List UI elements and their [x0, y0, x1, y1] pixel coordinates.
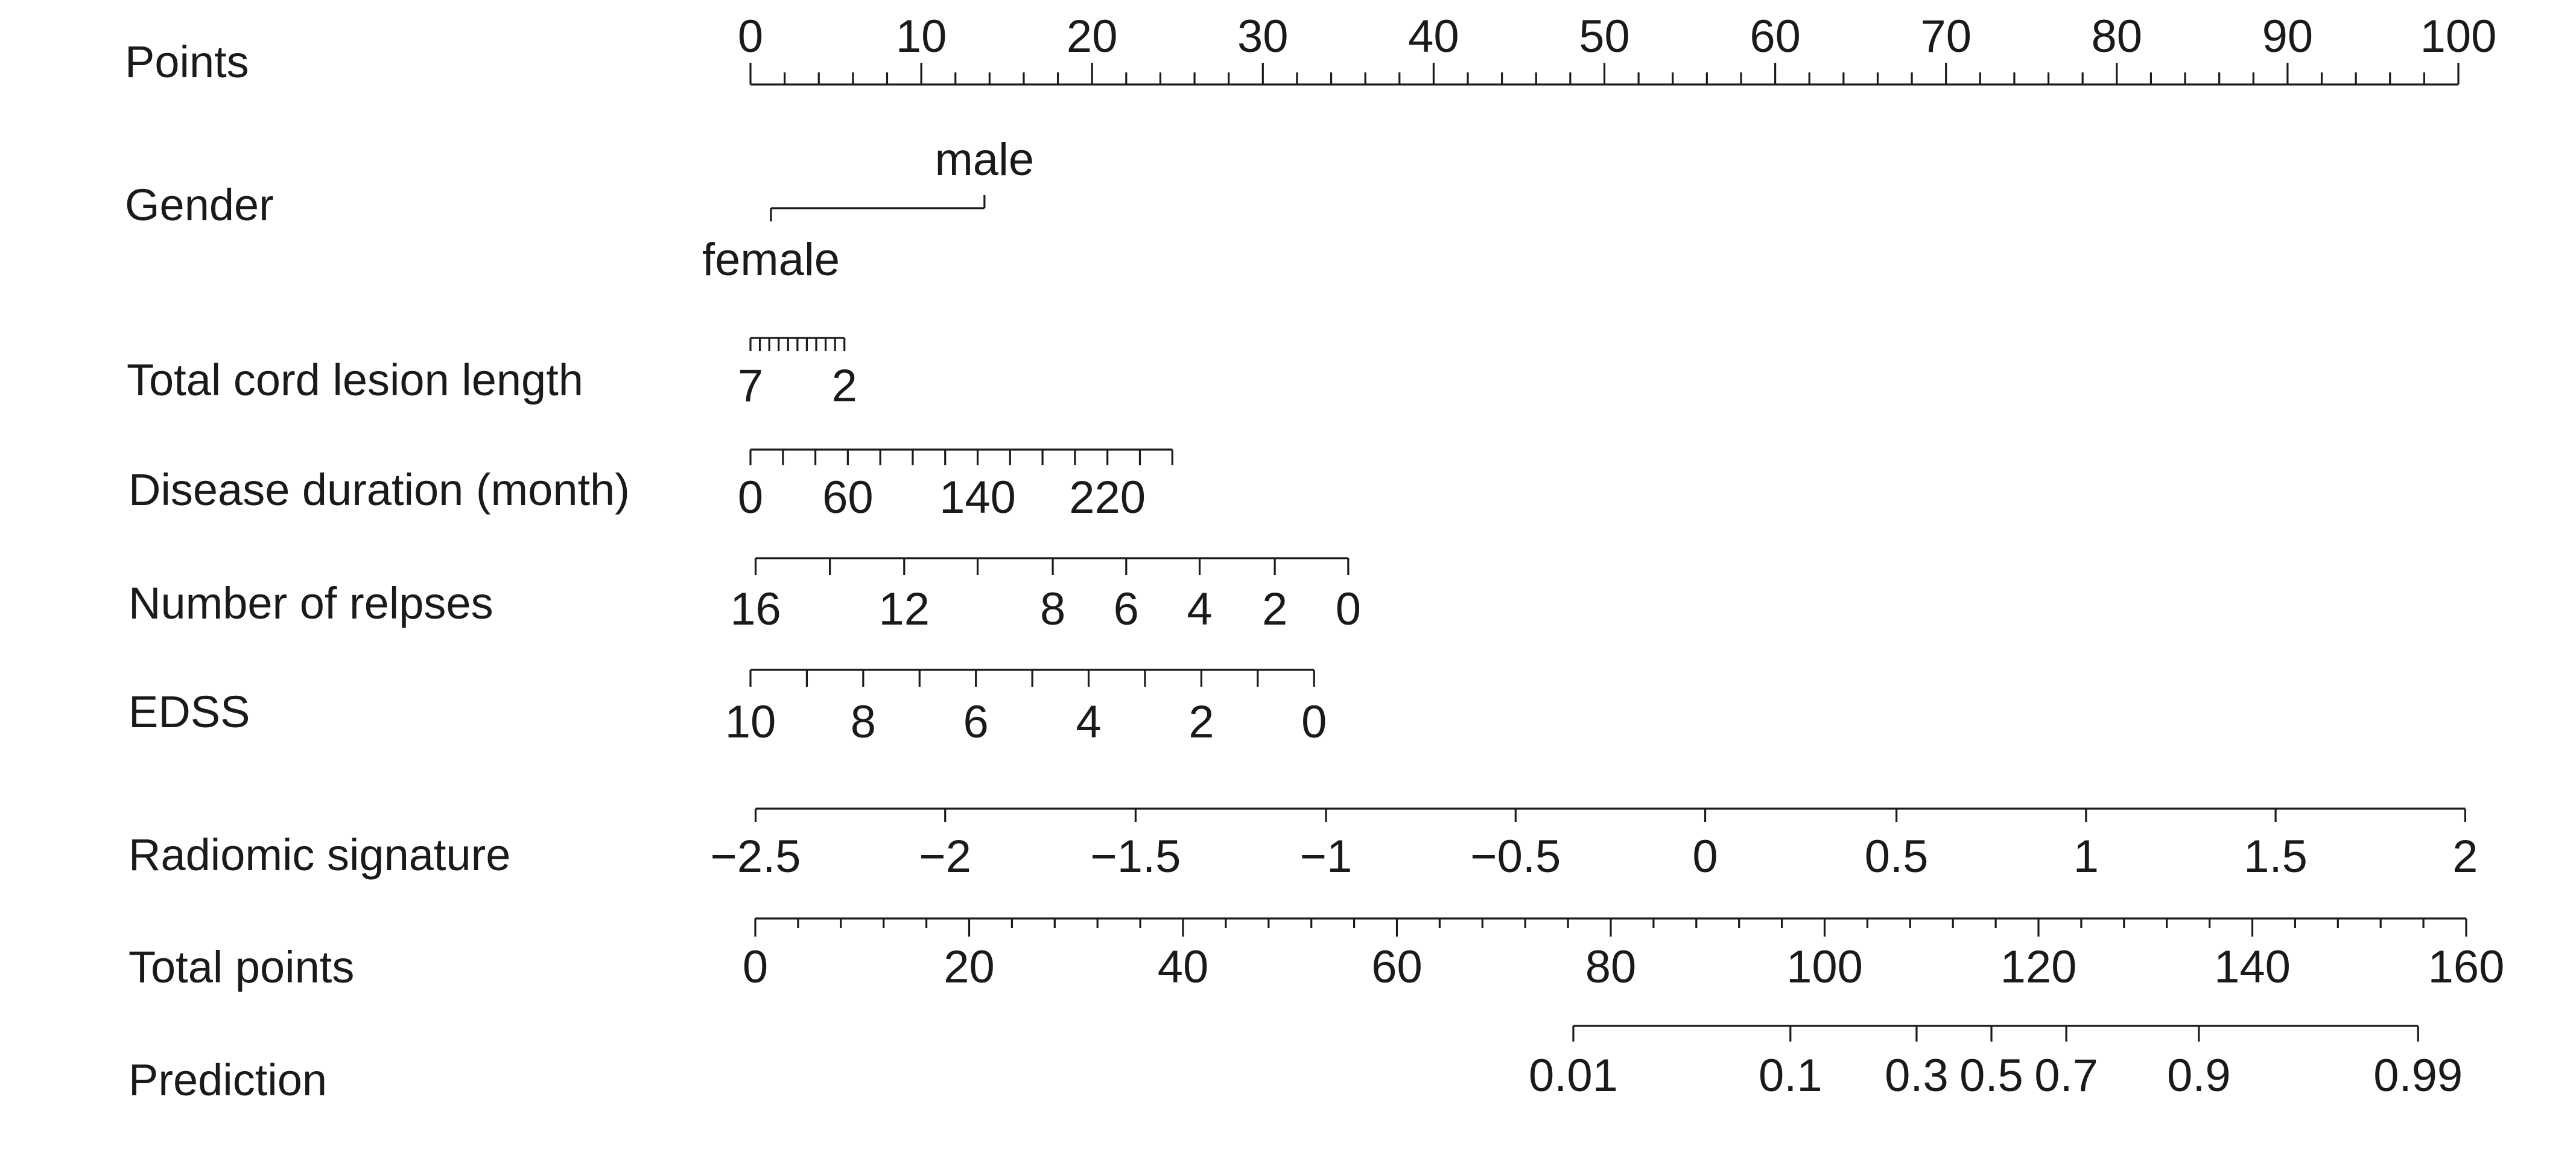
radiomic-tick-label: −1: [1300, 831, 1353, 882]
points-tick-label: 30: [1237, 11, 1289, 62]
label-disease-duration: Disease duration (month): [128, 465, 630, 515]
label-points: Points: [125, 37, 249, 87]
edss-tick-label: 8: [851, 696, 876, 748]
radiomic-tick-label: −2.5: [710, 831, 801, 882]
relapses-tick-label: 6: [1114, 584, 1139, 635]
relapses-tick-label: 2: [1262, 584, 1287, 635]
radiomic-tick-label: 0: [1692, 831, 1718, 882]
disease-duration-tick-label: 0: [738, 472, 763, 523]
radiomic-tick-label: 0.5: [1865, 831, 1929, 882]
total-points-tick-label: 40: [1158, 941, 1209, 993]
radiomic-tick-label: −0.5: [1470, 831, 1561, 882]
edss-tick-label: 0: [1301, 696, 1327, 748]
points-tick-label: 90: [2262, 11, 2314, 62]
points-tick-label: 0: [738, 11, 763, 62]
disease-duration-tick-label: 220: [1069, 472, 1146, 523]
relapses-tick-label: 12: [879, 584, 930, 635]
radiomic-tick-label: 1.5: [2244, 831, 2308, 882]
edss-tick-label: 10: [725, 696, 776, 748]
row-labels: Points Gender Total cord lesion length D…: [125, 37, 630, 1105]
prediction-tick-label: 0.3: [1885, 1050, 1949, 1101]
label-number-of-relapses: Number of relpses: [128, 578, 493, 628]
total-points-tick-label: 100: [1786, 941, 1863, 993]
prediction-tick-label: 0.7: [2034, 1050, 2098, 1101]
points-tick-label: 20: [1067, 11, 1118, 62]
points-tick-label: 40: [1408, 11, 1459, 62]
relapses-tick-label: 4: [1187, 584, 1212, 635]
radiomic-tick-label: −1.5: [1090, 831, 1181, 882]
points-tick-label: 70: [1920, 11, 1972, 62]
points-tick-label: 100: [2420, 11, 2497, 62]
relapses-tick-label: 0: [1336, 584, 1361, 635]
prediction-tick-label: 0.5: [1959, 1050, 2023, 1101]
prediction-tick-label: 0.9: [2167, 1050, 2231, 1101]
lesion-length-tick-label: 2: [832, 360, 857, 412]
label-edss: EDSS: [128, 687, 250, 737]
prediction-tick-label: 0.01: [1529, 1050, 1618, 1101]
points-tick-label: 50: [1579, 11, 1630, 62]
prediction-tick-label: 0.99: [2373, 1050, 2463, 1101]
disease-duration-tick-label: 60: [822, 472, 874, 523]
radiomic-tick-label: 2: [2452, 831, 2478, 882]
total-points-tick-label: 160: [2428, 941, 2505, 993]
points-tick-label: 10: [896, 11, 947, 62]
label-total-points: Total points: [128, 942, 354, 992]
edss-tick-label: 4: [1076, 696, 1101, 748]
total-points-tick-label: 60: [1371, 941, 1423, 993]
gender-label-male: male: [934, 134, 1034, 185]
relapses-tick-label: 8: [1040, 584, 1065, 635]
disease-duration-tick-label: 140: [939, 472, 1016, 523]
label-total-cord-lesion-length: Total cord lesion length: [127, 355, 583, 405]
radiomic-tick-label: −2: [919, 831, 971, 882]
label-gender: Gender: [125, 180, 274, 230]
points-tick-label: 60: [1750, 11, 1801, 62]
prediction-tick-label: 0.1: [1759, 1050, 1823, 1101]
total-points-tick-label: 120: [2000, 941, 2077, 993]
radiomic-tick-label: 1: [2073, 831, 2099, 882]
lesion-length-tick-label: 7: [738, 360, 763, 412]
gender-label-female: female: [702, 234, 840, 285]
relapses-tick-label: 16: [730, 584, 781, 635]
label-radiomic-signature: Radiomic signature: [128, 830, 510, 880]
total-points-tick-label: 80: [1585, 941, 1637, 993]
label-prediction: Prediction: [128, 1055, 327, 1105]
edss-tick-label: 6: [963, 696, 989, 748]
points-tick-label: 80: [2092, 11, 2143, 62]
total-points-tick-label: 20: [944, 941, 995, 993]
total-points-tick-label: 0: [743, 941, 768, 993]
total-points-tick-label: 140: [2214, 941, 2291, 993]
edss-tick-label: 2: [1188, 696, 1214, 748]
